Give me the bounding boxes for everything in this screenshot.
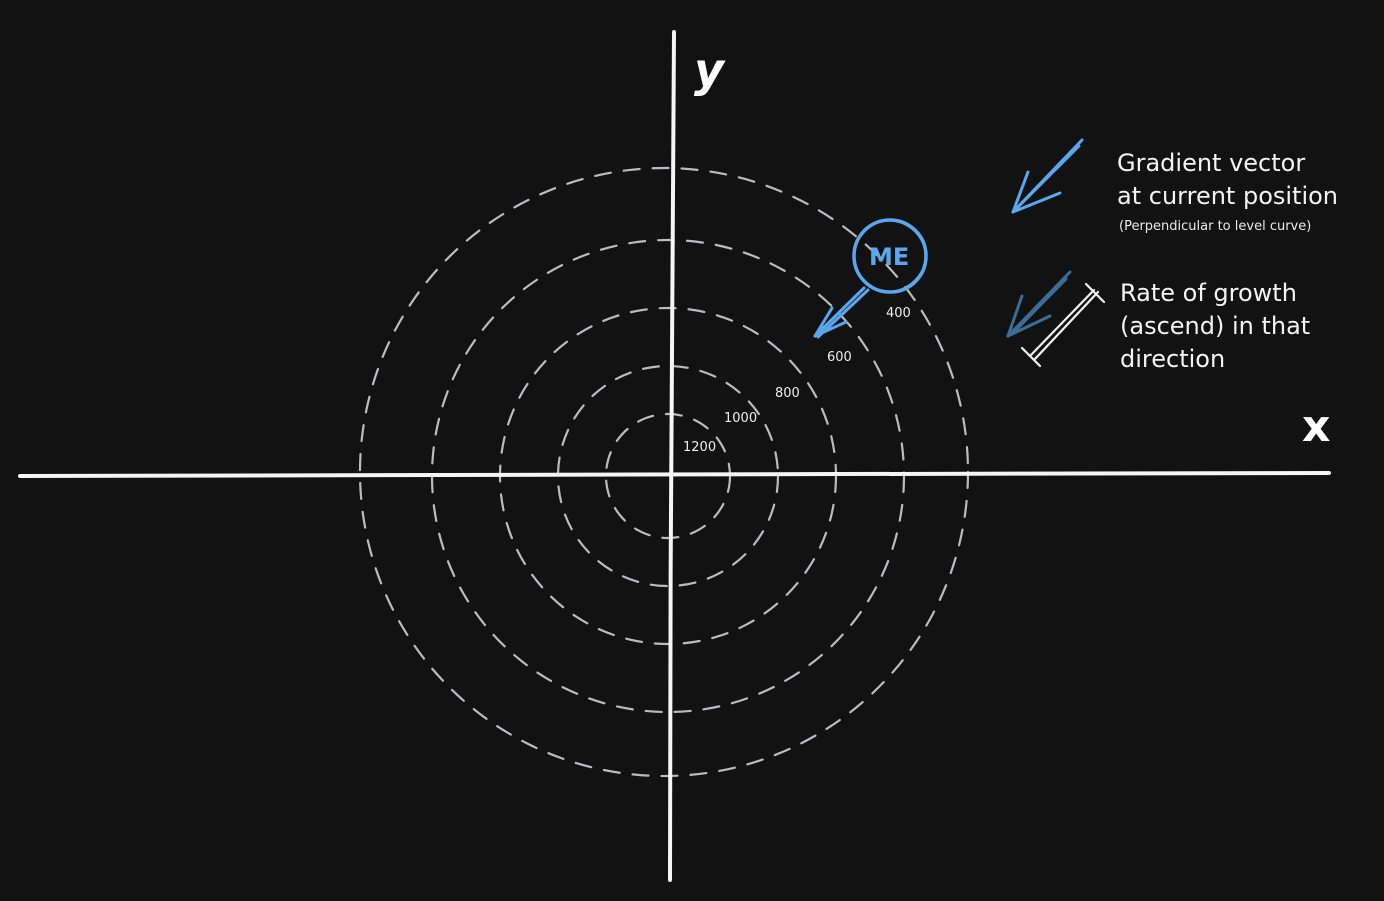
level-label-400: 400 (886, 306, 911, 321)
y-axis (668, 30, 676, 882)
legend-rate-line3: direction (1120, 345, 1225, 373)
legend-rate-arrow-icon (1006, 270, 1072, 338)
level-label-1000: 1000 (724, 411, 757, 426)
y-axis-title: y (694, 43, 726, 97)
me-marker: ME (813, 218, 928, 339)
legend-rate: Rate of growth (ascend) in that directio… (1006, 270, 1310, 373)
legend-gradient-line2: at current position (1117, 182, 1338, 210)
x-axis-title: x (1302, 401, 1330, 452)
legend-rate-magnitude-icon (1020, 282, 1106, 368)
legend-rate-line1: Rate of growth (1120, 279, 1297, 307)
level-label-1200: 1200 (683, 440, 716, 455)
axes (18, 30, 1331, 882)
x-axis (18, 471, 1331, 478)
gradient-arrow (813, 286, 870, 339)
legend-gradient-arrow-icon (1011, 138, 1084, 214)
level-label-600: 600 (827, 350, 852, 365)
legend-rate-line2: (ascend) in that (1120, 312, 1310, 340)
me-circle-overstroke (857, 219, 927, 294)
legend-gradient-line1: Gradient vector (1117, 149, 1305, 177)
legend-gradient-note: (Perpendicular to level curve) (1119, 219, 1311, 234)
me-label: ME (869, 243, 909, 271)
legend-gradient: Gradient vector at current position (Per… (1011, 138, 1338, 234)
level-label-800: 800 (775, 386, 800, 401)
